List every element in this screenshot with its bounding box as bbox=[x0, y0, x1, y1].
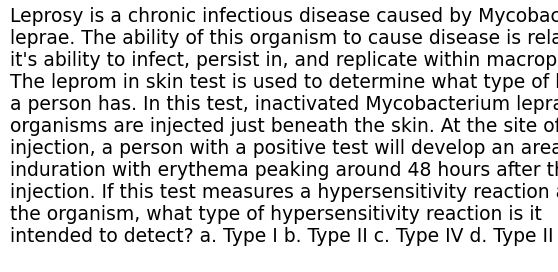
Text: Leprosy is a chronic infectious disease caused by Mycobacterium
leprae. The abil: Leprosy is a chronic infectious disease … bbox=[10, 7, 558, 246]
